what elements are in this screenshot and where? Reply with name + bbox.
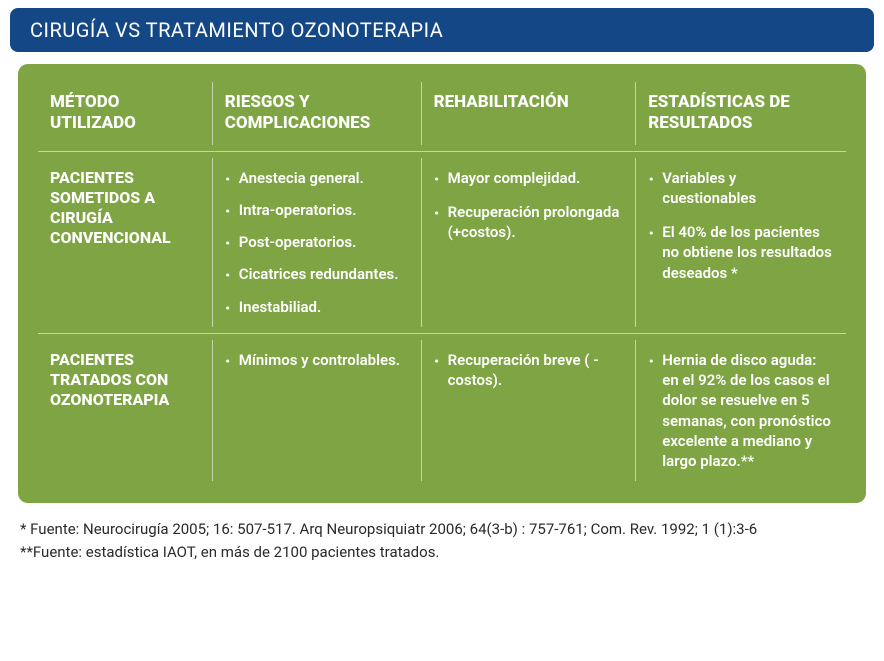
cell-surgery-risks: Anestecia general. Intra-operatorios. Po…: [212, 158, 421, 327]
cell-ozone-risks: Mínimos y controlables.: [212, 340, 421, 482]
bullet-item: Post-operatorios.: [225, 232, 409, 252]
bullet-item: Recuperación breve ( -costos).: [434, 350, 624, 391]
header-bar: CIRUGÍA VS TRATAMIENTO OZONOTERAPIA: [10, 8, 874, 52]
col-header-method: MÉTODO UTILIZADO: [38, 82, 212, 145]
row-label-ozone: PACIENTES TRATADOS CON OZONOTERAPIA: [38, 340, 212, 482]
table-header-row: MÉTODO UTILIZADO RIESGOS Y COMPLICACIONE…: [18, 82, 866, 145]
bullet-item: Anestecia general.: [225, 168, 409, 188]
bullet-item: Mínimos y controlables.: [225, 350, 409, 370]
bullet-item: Inestabiliad.: [225, 297, 409, 317]
cell-surgery-rehab: Mayor complejidad. Recuperación prolonga…: [421, 158, 636, 327]
col-header-stats: ESTADÍSTICAS DE RESULTADOS: [635, 82, 846, 145]
comparison-table: MÉTODO UTILIZADO RIESGOS Y COMPLICACIONE…: [18, 64, 866, 503]
divider: [38, 151, 846, 152]
bullet-item: El 40% de los pacientes no obtiene los r…: [648, 222, 834, 283]
bullet-item: Intra-operatorios.: [225, 200, 409, 220]
divider: [38, 333, 846, 334]
footnote-2: **Fuente: estadística IAOT, en más de 21…: [20, 542, 864, 562]
cell-ozone-rehab: Recuperación breve ( -costos).: [421, 340, 636, 482]
cell-surgery-stats: Variables y cuestionables El 40% de los …: [635, 158, 846, 327]
bullet-item: Hernia de disco aguda: en el 92% de los …: [648, 350, 834, 472]
bullet-item: Cicatrices redundantes.: [225, 264, 409, 284]
bullet-item: Variables y cuestionables: [648, 168, 834, 209]
footnote-1: * Fuente: Neurocirugía 2005; 16: 507-517…: [20, 519, 864, 539]
bullet-item: Recuperación prolongada (+costos).: [434, 202, 624, 243]
cell-ozone-stats: Hernia de disco aguda: en el 92% de los …: [635, 340, 846, 482]
footnotes: * Fuente: Neurocirugía 2005; 16: 507-517…: [0, 519, 884, 562]
row-label-surgery: PACIENTES SOMETIDOS A CIRUGÍA CONVENCION…: [38, 158, 212, 327]
table-row-ozone: PACIENTES TRATADOS CON OZONOTERAPIA Míni…: [18, 340, 866, 482]
header-title: CIRUGÍA VS TRATAMIENTO OZONOTERAPIA: [30, 18, 443, 42]
table-row-surgery: PACIENTES SOMETIDOS A CIRUGÍA CONVENCION…: [18, 158, 866, 327]
col-header-risks: RIESGOS Y COMPLICACIONES: [212, 82, 421, 145]
bullet-item: Mayor complejidad.: [434, 168, 624, 188]
col-header-rehab: REHABILITACIÓN: [421, 82, 636, 145]
